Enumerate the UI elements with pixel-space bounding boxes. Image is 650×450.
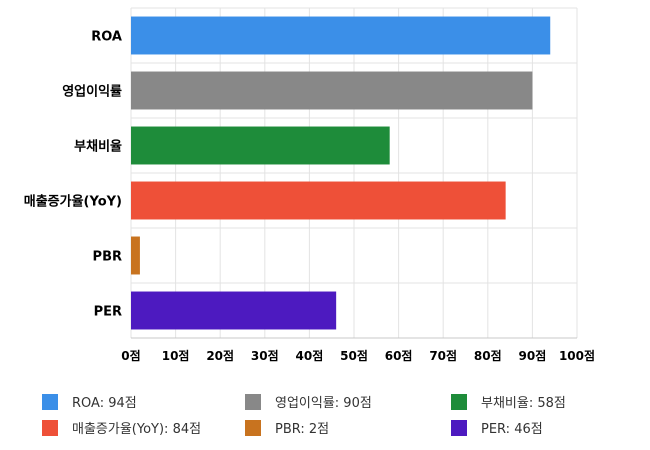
tick-label: 10점 — [162, 348, 190, 363]
legend-swatch — [451, 420, 467, 436]
grid — [130, 7, 578, 339]
bar — [131, 126, 390, 165]
bars — [131, 16, 551, 330]
legend-label: 부채비율: 58점 — [481, 396, 566, 411]
tick-label: 20점 — [206, 348, 234, 363]
category-label: 영업이익률 — [62, 84, 122, 100]
legend-label: PER: 46점 — [481, 422, 543, 437]
legend-label: PBR: 2점 — [275, 422, 329, 437]
bar — [131, 236, 140, 275]
legend-label: 영업이익률: 90점 — [275, 396, 372, 411]
bar — [131, 181, 506, 220]
legend-swatch — [245, 394, 261, 410]
tick-label: 40점 — [296, 348, 324, 363]
tick-label: 90점 — [519, 348, 547, 363]
tick-label: 70점 — [429, 348, 457, 363]
bar — [131, 16, 551, 55]
bar — [131, 71, 533, 110]
tick-label: 100점 — [559, 348, 595, 363]
category-label: PBR — [93, 250, 122, 265]
category-label: 매출증가율(YoY) — [24, 194, 122, 210]
tick-label: 60점 — [385, 348, 413, 363]
legend-swatch — [42, 394, 58, 410]
legend-swatch — [245, 420, 261, 436]
category-label: PER — [94, 305, 122, 320]
legend-swatch — [451, 394, 467, 410]
legend-label: ROA: 94점 — [72, 396, 137, 411]
tick-label: 50점 — [340, 348, 368, 363]
legend-label: 매출증가율(YoY): 84점 — [72, 422, 201, 437]
tick-label: 0점 — [121, 348, 140, 363]
category-label: ROA — [91, 30, 122, 45]
tick-label: 30점 — [251, 348, 279, 363]
bar — [131, 291, 337, 330]
legend-swatch — [42, 420, 58, 436]
category-label: 부채비율 — [74, 139, 122, 155]
tick-label: 80점 — [474, 348, 502, 363]
